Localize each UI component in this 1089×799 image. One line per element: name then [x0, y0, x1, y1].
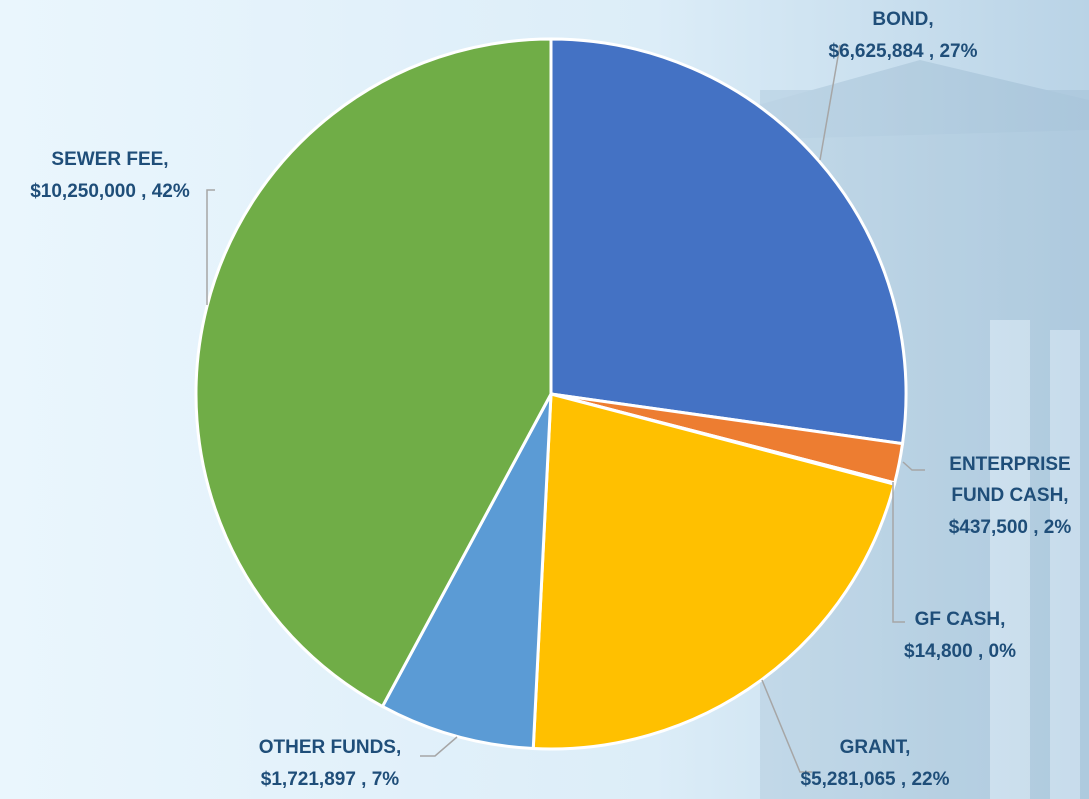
leader-line [206, 189, 215, 305]
category-label: SEWER FEE, [51, 149, 168, 170]
pie-slice [380, 393, 553, 751]
category-label: BOND, [872, 9, 933, 30]
value-label: $437,500 , 2% [949, 517, 1072, 538]
value-label: $14,800 , 0% [904, 641, 1016, 662]
pie-slice [549, 37, 908, 446]
category-label: FUND CASH, [951, 485, 1068, 506]
leader-line [420, 736, 458, 757]
pie-slice [531, 392, 897, 751]
leader-line [819, 44, 841, 161]
category-label: OTHER FUNDS, [259, 737, 402, 758]
data-label: BOND, $6,625,884 , 27% [829, 9, 978, 62]
data-label: ENTERPRISE FUND CASH, $437,500 , 2% [949, 454, 1072, 538]
category-label: GF CASH, [915, 609, 1006, 630]
data-label: OTHER FUNDS, $1,721,897 , 7% [259, 737, 402, 790]
data-label: SEWER FEE, $10,250,000 , 42% [30, 149, 190, 202]
value-label: $5,281,065 , 22% [801, 769, 950, 790]
leader-line [902, 461, 925, 471]
value-label: $1,721,897 , 7% [261, 769, 399, 790]
pie-slice [194, 37, 553, 709]
leader-line [892, 482, 905, 623]
data-label: GF CASH, $14,800 , 0% [904, 609, 1016, 662]
value-label: $10,250,000 , 42% [30, 181, 190, 202]
category-label: ENTERPRISE [949, 454, 1070, 475]
leader-line [761, 679, 812, 773]
data-label: GRANT, $5,281,065 , 22% [801, 737, 950, 790]
value-label: $6,625,884 , 27% [829, 41, 978, 62]
category-label: GRANT, [840, 737, 911, 758]
